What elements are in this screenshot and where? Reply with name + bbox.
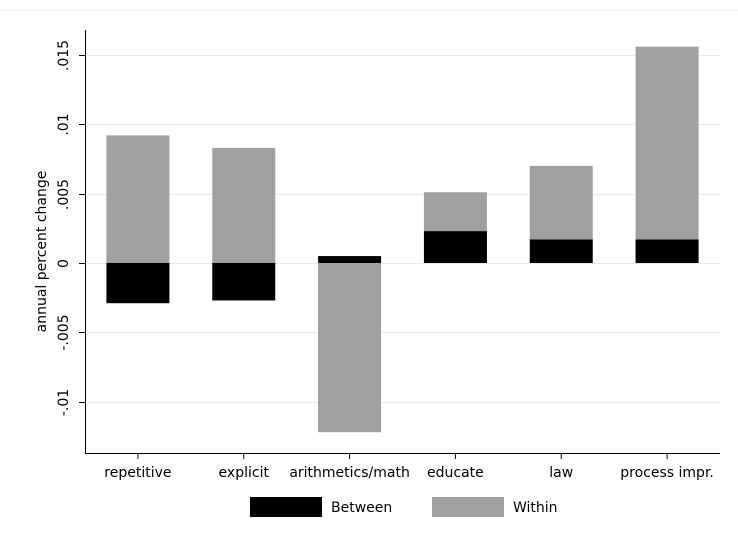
bar-between — [635, 239, 699, 263]
y-tick-label: .015 — [56, 40, 72, 71]
legend-label-within: Within — [513, 500, 558, 516]
bar-between — [529, 239, 593, 263]
bar-between — [423, 231, 487, 263]
y-tick-label: .01 — [56, 113, 72, 135]
legend-swatch-between — [250, 497, 322, 517]
legend-swatch-within — [432, 497, 504, 517]
bar-between — [318, 256, 382, 263]
bars — [106, 46, 699, 433]
bar-within — [529, 165, 593, 240]
gridlines — [85, 55, 720, 403]
x-tick-label: educate — [427, 465, 484, 481]
y-axis-title: annual percent change — [34, 171, 50, 333]
x-tick-label: law — [549, 465, 573, 481]
bar-within — [318, 262, 382, 433]
x-tick-label: arithmetics/math — [289, 465, 410, 481]
bar-within — [635, 46, 699, 240]
y-tick-label: -.005 — [56, 314, 72, 350]
y-tick-label: -.01 — [56, 389, 72, 416]
y-tick-label: 0 — [56, 259, 72, 268]
x-tick-label: process impr. — [620, 465, 714, 481]
bar-within — [423, 192, 487, 232]
bar-between — [212, 262, 276, 301]
tick-labels: -.01 -.005 0 .005 .01 .015 repetitive explicit a… — [56, 40, 714, 481]
legend: Between Within — [250, 497, 558, 517]
bar-between — [106, 262, 170, 304]
y-tick-label: .005 — [56, 179, 72, 210]
bar-within — [106, 135, 170, 263]
x-tick-label: explicit — [219, 465, 270, 481]
legend-label-between: Between — [331, 500, 392, 516]
bar-within — [212, 147, 276, 263]
axes — [79, 30, 720, 459]
x-tick-label: repetitive — [104, 465, 171, 481]
